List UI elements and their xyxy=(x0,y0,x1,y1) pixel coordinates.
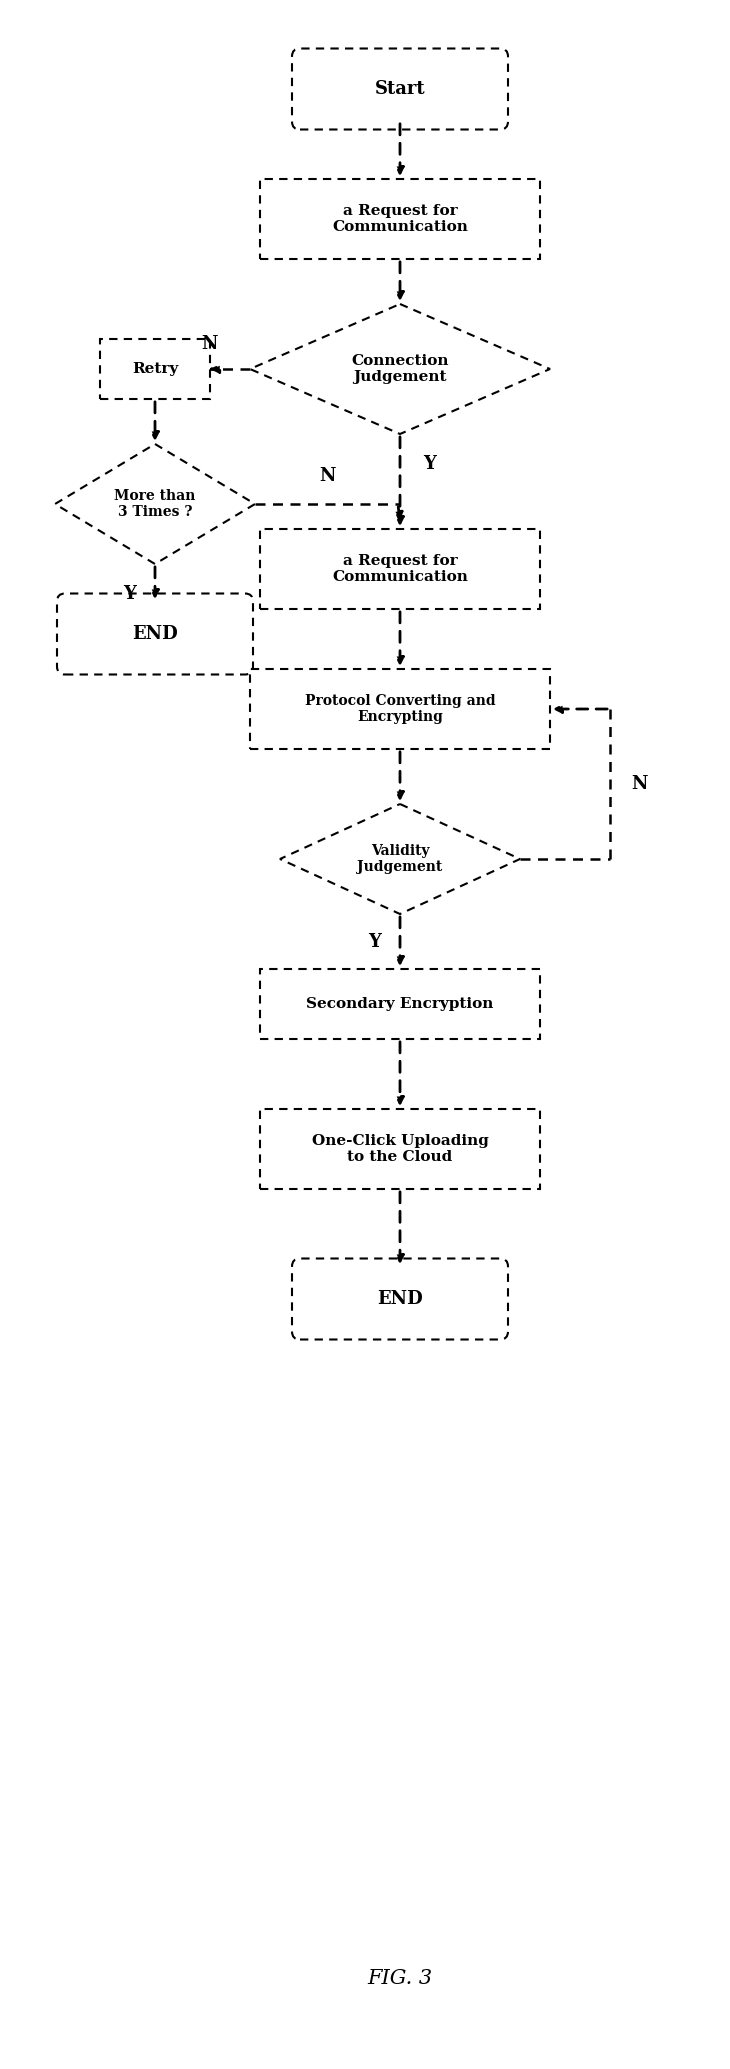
Text: Secondary Encryption: Secondary Encryption xyxy=(307,997,493,1012)
Text: END: END xyxy=(132,625,178,643)
FancyBboxPatch shape xyxy=(260,530,540,608)
Text: Y: Y xyxy=(369,933,382,952)
Text: FIG. 3: FIG. 3 xyxy=(367,1970,433,1988)
Text: Connection
Judgement: Connection Judgement xyxy=(351,354,449,385)
Text: Protocol Converting and
Encrypting: Protocol Converting and Encrypting xyxy=(304,693,496,724)
FancyBboxPatch shape xyxy=(57,594,253,674)
Text: Retry: Retry xyxy=(132,362,178,377)
Text: Y: Y xyxy=(123,586,137,602)
FancyBboxPatch shape xyxy=(292,48,508,130)
Text: Validity
Judgement: Validity Judgement xyxy=(358,844,442,873)
Text: One-Click Uploading
to the Cloud: One-Click Uploading to the Cloud xyxy=(312,1134,488,1165)
Text: END: END xyxy=(377,1289,423,1308)
Polygon shape xyxy=(55,445,255,565)
FancyBboxPatch shape xyxy=(260,1109,540,1190)
Polygon shape xyxy=(280,805,520,914)
Text: More than
3 Times ?: More than 3 Times ? xyxy=(115,488,196,519)
FancyBboxPatch shape xyxy=(260,180,540,259)
Text: N: N xyxy=(319,468,335,484)
FancyBboxPatch shape xyxy=(100,339,210,399)
Text: N: N xyxy=(631,776,648,792)
FancyBboxPatch shape xyxy=(250,668,550,749)
Text: a Request for
Communication: a Request for Communication xyxy=(332,554,468,583)
Text: a Request for
Communication: a Request for Communication xyxy=(332,205,468,234)
FancyBboxPatch shape xyxy=(260,968,540,1039)
Text: Y: Y xyxy=(423,455,437,474)
Text: Start: Start xyxy=(374,81,426,97)
Text: N: N xyxy=(201,335,218,354)
Polygon shape xyxy=(250,304,550,434)
FancyBboxPatch shape xyxy=(292,1258,508,1339)
